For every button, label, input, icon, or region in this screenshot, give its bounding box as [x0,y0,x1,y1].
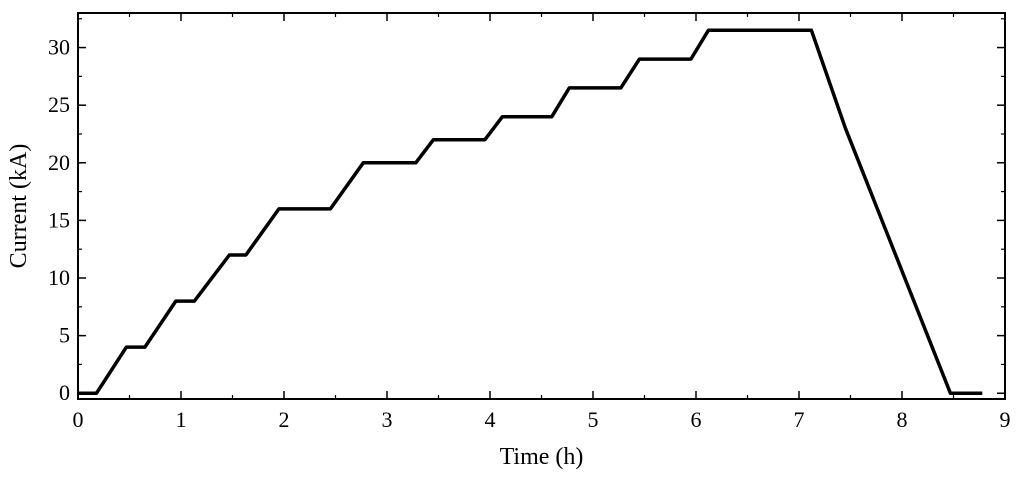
x-tick-label: 2 [279,407,290,432]
x-tick-label: 0 [73,407,84,432]
x-axis-title: Time (h) [500,444,584,470]
x-tick-label: 4 [485,407,496,432]
major-ticks [77,13,1006,399]
x-tick-label: 9 [1000,407,1011,432]
y-tick-label: 5 [59,323,70,348]
y-axis-title: Current (kA) [6,144,32,269]
y-tick-label: 15 [48,207,70,232]
x-tick-label: 8 [897,407,908,432]
x-tick-label: 6 [691,407,702,432]
y-tick-label: 25 [48,92,70,117]
minor-ticks [78,13,1005,399]
x-tick-label: 1 [176,407,187,432]
x-tick-label: 5 [588,407,599,432]
tick-labels: 0 1 2 3 4 5 6 7 8 9 0 5 10 15 20 25 30 [48,35,1011,432]
plot-frame [77,12,1006,400]
y-tick-label: 10 [48,265,70,290]
x-tick-label: 3 [382,407,393,432]
y-tick-label: 20 [48,150,70,175]
current-series-line [78,28,983,395]
y-tick-label: 0 [59,380,70,405]
x-tick-label: 7 [794,407,805,432]
y-tick-label: 30 [48,35,70,60]
